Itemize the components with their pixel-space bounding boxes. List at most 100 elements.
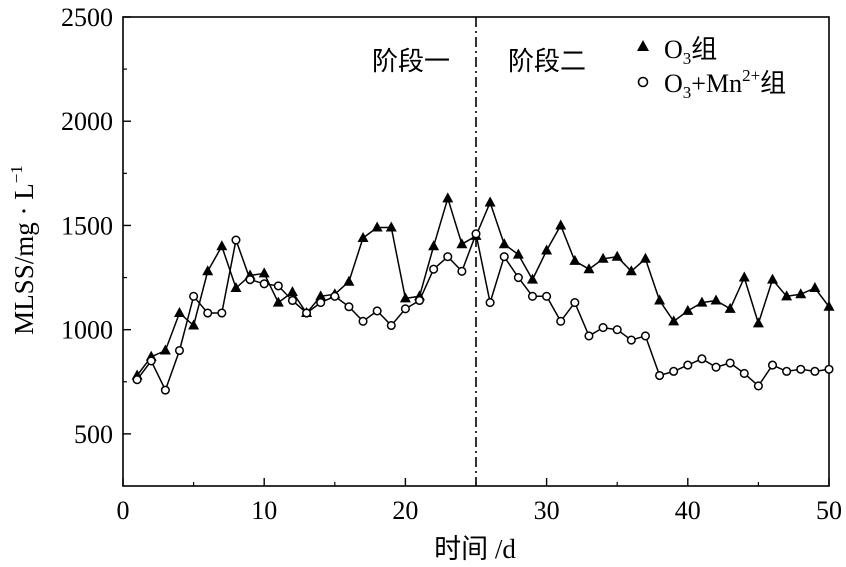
data-point-circle bbox=[330, 291, 340, 301]
data-point-circle bbox=[457, 266, 467, 276]
data-point-circle bbox=[655, 370, 665, 381]
data-point-circle bbox=[598, 323, 608, 333]
data-point-circle bbox=[556, 316, 566, 326]
x-axis-ticks: 0 10 20 30 40 50 bbox=[117, 478, 842, 525]
data-point-circle bbox=[527, 291, 538, 301]
data-point-circle bbox=[810, 366, 820, 376]
data-point-triangle bbox=[399, 292, 411, 303]
data-point-triangle bbox=[315, 290, 327, 301]
x-tick-label: 10 bbox=[251, 496, 277, 525]
data-point-circle bbox=[259, 279, 269, 289]
series-layer bbox=[131, 192, 835, 395]
data-point-triangle bbox=[385, 221, 397, 232]
data-point-circle bbox=[302, 308, 312, 318]
data-point-circle bbox=[414, 295, 425, 306]
data-point-circle bbox=[711, 362, 721, 372]
data-point-circle bbox=[767, 360, 778, 370]
data-point-triangle bbox=[639, 252, 651, 263]
data-point-triangle bbox=[625, 265, 637, 276]
data-point-circle bbox=[796, 364, 806, 374]
x-tick-label: 40 bbox=[675, 496, 701, 525]
data-point-circle bbox=[146, 356, 156, 366]
data-point-circle bbox=[725, 358, 735, 368]
legend-item-o3-mn: O3+Mn2+组 bbox=[637, 66, 786, 102]
data-point-triangle bbox=[569, 254, 581, 265]
data-point-triangle bbox=[498, 238, 510, 249]
x-tick-label: 50 bbox=[816, 496, 842, 525]
data-point-triangle bbox=[159, 344, 171, 355]
data-point-triangle bbox=[767, 273, 779, 284]
data-point-triangle bbox=[428, 240, 440, 251]
x-tick-label: 20 bbox=[392, 496, 418, 525]
legend-marker-circle bbox=[637, 76, 649, 88]
data-point-triangle bbox=[357, 231, 369, 242]
data-point-circle bbox=[471, 229, 481, 239]
data-point-circle bbox=[203, 308, 213, 318]
data-point-triangle bbox=[173, 306, 185, 317]
data-point-circle bbox=[683, 360, 693, 370]
data-point-circle bbox=[570, 298, 580, 308]
x-axis-label: 时间 /d bbox=[434, 534, 516, 564]
data-point-triangle bbox=[823, 300, 835, 311]
data-point-triangle bbox=[258, 267, 270, 278]
data-point-circle bbox=[429, 264, 439, 274]
data-point-circle bbox=[485, 298, 495, 308]
data-point-circle bbox=[344, 302, 354, 312]
data-point-circle bbox=[542, 291, 552, 301]
data-point-circle bbox=[189, 291, 199, 301]
y-tick-label: 1000 bbox=[61, 316, 113, 345]
data-point-circle bbox=[753, 381, 763, 391]
data-point-triangle bbox=[696, 296, 708, 307]
data-point-triangle bbox=[682, 304, 694, 315]
y-axis-ticks: 500 1000 1500 2000 2500 bbox=[61, 3, 131, 449]
legend-marker-triangle bbox=[637, 40, 649, 51]
data-point-circle bbox=[217, 308, 227, 318]
data-point-circle bbox=[174, 345, 185, 356]
data-point-triangle bbox=[583, 263, 595, 274]
data-point-triangle bbox=[442, 192, 454, 203]
series-o3 bbox=[131, 192, 835, 380]
data-point-circle bbox=[231, 235, 241, 245]
legend-label-o3: O3组 bbox=[664, 35, 717, 68]
series-o3-mn bbox=[132, 229, 834, 395]
stage-label-2: 阶段二 bbox=[508, 47, 586, 77]
y-axis-label-sup: −1 bbox=[7, 165, 26, 183]
data-point-circle bbox=[160, 385, 170, 395]
data-point-circle bbox=[443, 252, 453, 262]
data-point-triangle bbox=[738, 271, 750, 282]
data-point-triangle bbox=[343, 275, 355, 286]
data-point-circle bbox=[400, 304, 410, 314]
data-point-circle bbox=[612, 325, 622, 335]
data-point-triangle bbox=[512, 248, 524, 259]
data-point-triangle bbox=[781, 290, 793, 301]
data-point-circle bbox=[132, 375, 142, 385]
data-point-triangle bbox=[286, 286, 298, 297]
data-point-triangle bbox=[724, 302, 736, 313]
y-tick-label: 2000 bbox=[61, 107, 113, 136]
y-tick-label: 2500 bbox=[61, 3, 113, 32]
data-point-triangle bbox=[541, 244, 553, 255]
data-point-circle bbox=[626, 335, 636, 345]
x-tick-label: 30 bbox=[534, 496, 560, 525]
data-point-triangle bbox=[230, 281, 242, 292]
data-point-circle bbox=[640, 331, 650, 341]
legend: O3组 O3+Mn2+组 bbox=[637, 35, 786, 102]
data-point-circle bbox=[739, 368, 749, 378]
data-point-circle bbox=[245, 275, 255, 285]
data-point-circle bbox=[584, 331, 594, 341]
y-axis-label: MLSS/mg · L−1 bbox=[7, 165, 39, 335]
data-point-triangle bbox=[597, 252, 609, 263]
data-point-triangle bbox=[272, 296, 284, 307]
data-point-circle bbox=[499, 252, 509, 262]
data-point-triangle bbox=[795, 288, 807, 299]
stage-label-1: 阶段一 bbox=[372, 47, 450, 77]
data-point-triangle bbox=[611, 250, 623, 261]
y-tick-label: 500 bbox=[74, 420, 113, 449]
data-point-triangle bbox=[188, 319, 200, 330]
data-point-triangle bbox=[456, 238, 468, 249]
y-tick-label: 1500 bbox=[61, 211, 113, 240]
data-point-circle bbox=[386, 320, 396, 331]
series-line bbox=[136, 195, 830, 376]
data-point-circle bbox=[824, 364, 834, 374]
